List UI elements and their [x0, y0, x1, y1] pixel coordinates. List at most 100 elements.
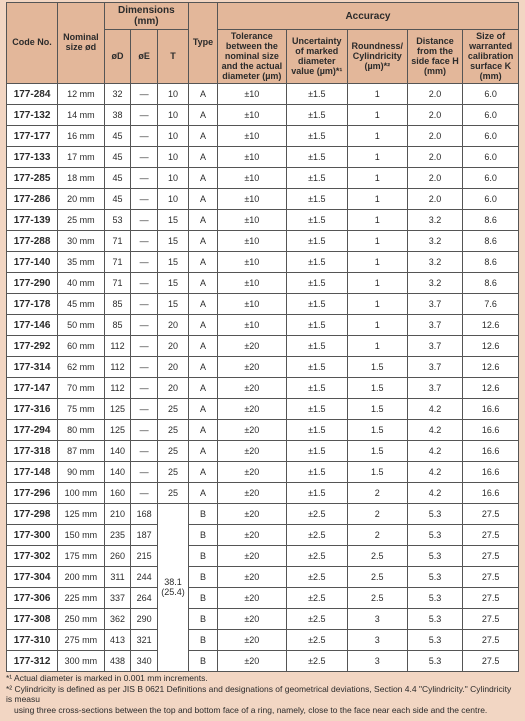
cell-oE: —: [131, 231, 158, 252]
cell-surfK: 7.6: [463, 294, 519, 315]
cell-oD: 235: [104, 525, 131, 546]
cell-surfK: 8.6: [463, 273, 519, 294]
table-row: 177-304200 mm311244B±20±2.52.55.327.5: [7, 567, 519, 588]
cell-surfK: 6.0: [463, 168, 519, 189]
cell-nominal: 275 mm: [58, 630, 105, 651]
cell-surfK: 27.5: [463, 546, 519, 567]
cell-oD: 362: [104, 609, 131, 630]
cell-code: 177-177: [7, 126, 58, 147]
cell-code: 177-146: [7, 315, 58, 336]
cell-oD: 112: [104, 357, 131, 378]
cell-round: 1.5: [347, 441, 407, 462]
cell-code: 177-294: [7, 420, 58, 441]
col-surfK: Size of warranted calibration surface K …: [463, 30, 519, 84]
cell-oD: 210: [104, 504, 131, 525]
cell-type: A: [189, 357, 218, 378]
cell-unc: ±1.5: [286, 273, 347, 294]
cell-nominal: 90 mm: [58, 462, 105, 483]
cell-tol: ±20: [217, 483, 286, 504]
cell-oD: 53: [104, 210, 131, 231]
cell-code: 177-316: [7, 399, 58, 420]
cell-dist: 3.7: [407, 294, 463, 315]
cell-oE: —: [131, 441, 158, 462]
table-row: 177-312300 mm438340B±20±2.535.327.5: [7, 651, 519, 672]
cell-code: 177-312: [7, 651, 58, 672]
cell-oE: 290: [131, 609, 158, 630]
cell-type: B: [189, 609, 218, 630]
cell-code: 177-148: [7, 462, 58, 483]
cell-oD: 71: [104, 231, 131, 252]
cell-oE: —: [131, 336, 158, 357]
cell-nominal: 75 mm: [58, 399, 105, 420]
cell-surfK: 16.6: [463, 462, 519, 483]
table-row: 177-28518 mm45—10A±10±1.512.06.0: [7, 168, 519, 189]
cell-oE: —: [131, 420, 158, 441]
cell-oE: 215: [131, 546, 158, 567]
cell-nominal: 60 mm: [58, 336, 105, 357]
cell-T: 10: [157, 168, 188, 189]
cell-nominal: 45 mm: [58, 294, 105, 315]
cell-round: 2: [347, 483, 407, 504]
cell-oD: 45: [104, 147, 131, 168]
cell-surfK: 12.6: [463, 357, 519, 378]
cell-nominal: 70 mm: [58, 378, 105, 399]
cell-dist: 5.3: [407, 546, 463, 567]
cell-type: B: [189, 651, 218, 672]
footnote-2: *² Cylindricity is defined as per JIS B …: [6, 685, 519, 705]
cell-round: 1: [347, 315, 407, 336]
cell-round: 1: [347, 126, 407, 147]
cell-unc: ±1.5: [286, 231, 347, 252]
table-row: 177-29480 mm125—25A±20±1.51.54.216.6: [7, 420, 519, 441]
cell-unc: ±1.5: [286, 462, 347, 483]
cell-code: 177-318: [7, 441, 58, 462]
cell-type: B: [189, 588, 218, 609]
cell-oD: 160: [104, 483, 131, 504]
cell-tol: ±20: [217, 336, 286, 357]
cell-dist: 5.3: [407, 567, 463, 588]
cell-type: A: [189, 210, 218, 231]
cell-oD: 140: [104, 441, 131, 462]
cell-surfK: 12.6: [463, 378, 519, 399]
cell-nominal: 17 mm: [58, 147, 105, 168]
cell-tol: ±20: [217, 588, 286, 609]
cell-dist: 3.2: [407, 210, 463, 231]
cell-oD: 337: [104, 588, 131, 609]
cell-oD: 112: [104, 378, 131, 399]
cell-type: A: [189, 147, 218, 168]
table-row: 177-28412 mm32—10A±10±1.512.06.0: [7, 84, 519, 105]
cell-tol: ±20: [217, 609, 286, 630]
cell-tol: ±10: [217, 84, 286, 105]
cell-tol: ±20: [217, 378, 286, 399]
cell-tol: ±10: [217, 315, 286, 336]
cell-type: A: [189, 294, 218, 315]
table-row: 177-31675 mm125—25A±20±1.51.54.216.6: [7, 399, 519, 420]
table-row: 177-298125 mm21016838.1 (25.4)B±20±2.525…: [7, 504, 519, 525]
cell-dist: 3.2: [407, 231, 463, 252]
cell-dist: 4.2: [407, 483, 463, 504]
table-row: 177-296100 mm160—25A±20±1.524.216.6: [7, 483, 519, 504]
cell-oE: 168: [131, 504, 158, 525]
cell-dist: 3.7: [407, 378, 463, 399]
cell-round: 1.5: [347, 420, 407, 441]
cell-code: 177-306: [7, 588, 58, 609]
cell-nominal: 20 mm: [58, 189, 105, 210]
cell-oD: 85: [104, 315, 131, 336]
cell-surfK: 16.6: [463, 399, 519, 420]
col-type: Type: [189, 3, 218, 84]
cell-oD: 140: [104, 462, 131, 483]
cell-round: 1: [347, 210, 407, 231]
cell-surfK: 6.0: [463, 147, 519, 168]
cell-type: A: [189, 441, 218, 462]
col-code: Code No.: [7, 3, 58, 84]
cell-surfK: 27.5: [463, 525, 519, 546]
cell-unc: ±1.5: [286, 147, 347, 168]
cell-round: 2: [347, 504, 407, 525]
cell-surfK: 16.6: [463, 441, 519, 462]
cell-unc: ±1.5: [286, 294, 347, 315]
cell-tol: ±10: [217, 231, 286, 252]
cell-nominal: 30 mm: [58, 231, 105, 252]
cell-type: A: [189, 126, 218, 147]
cell-code: 177-284: [7, 84, 58, 105]
cell-type: A: [189, 336, 218, 357]
table-row: 177-13214 mm38—10A±10±1.512.06.0: [7, 105, 519, 126]
